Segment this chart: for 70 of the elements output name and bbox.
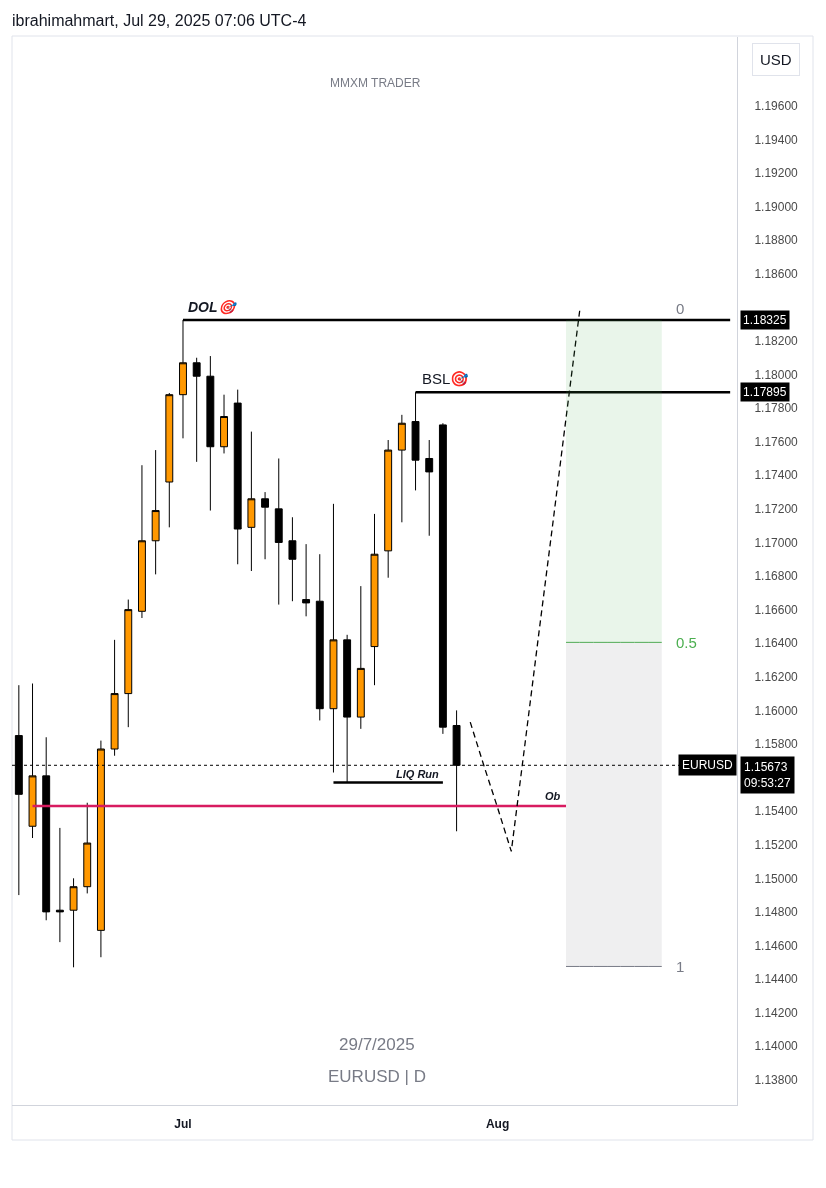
candlestick [438,422,447,735]
candlestick [55,827,64,943]
candlestick [151,449,160,575]
y-tick-label: 1.14000 [754,1039,799,1054]
annotation: 0 [676,300,685,317]
y-tick-label: 1.13800 [754,1073,799,1088]
ref-line-label: EURUSD [682,758,734,772]
y-tick-label: 1.18200 [754,334,799,349]
candlestick [315,553,324,721]
x-tick-label: Jul [174,1117,192,1132]
y-tick-label: 1.18600 [754,266,799,281]
y-tick-label: 1.14600 [754,938,799,953]
annotation: EURUSD | D [328,1067,426,1086]
candlestick [261,491,270,560]
text: USD [760,51,792,68]
y-tick-label: 1.15800 [754,737,799,752]
text: 1.15673 09:53:27 [744,760,792,790]
candlestick [192,357,201,463]
candlestick [247,431,256,572]
annotation: 0.5 [676,634,697,651]
y-tick-label: 1.15400 [754,804,799,819]
candlestick [220,394,228,454]
y-tick-label: 1.17200 [754,502,799,517]
candlestick [397,414,406,523]
data-label: 1.17895 [743,385,787,399]
annotation: Ob [545,790,561,802]
y-tick-label: 1.19400 [754,132,799,147]
y-tick-label: 1.15200 [754,837,799,852]
candlestick [138,464,146,619]
x-tick-label: Aug [485,1117,510,1132]
y-tick-label: 1.17600 [754,434,799,449]
y-tick-label: 1.16400 [754,636,799,651]
y-tick-label: 1.17000 [754,535,799,550]
y-tick-label: 1.19600 [754,99,799,114]
y-tick-label: 1.16800 [754,569,799,584]
y-tick-label: 1.18800 [754,233,799,248]
candlestick [384,439,393,579]
annotation: LIQ Run [396,768,440,780]
y-tick-label: 1.18000 [754,367,799,382]
y-tick-label: 1.14200 [754,1005,799,1020]
candlestick [356,585,365,730]
candlestick [124,599,133,728]
y-tick-label: 1.14800 [754,905,799,920]
annotation: DOL🎯 [188,299,239,315]
candlestick [165,392,174,528]
candlestick [425,439,434,537]
candlestick [274,457,283,606]
candlestick [83,802,92,894]
y-tick-label: 1.19200 [754,166,799,181]
y-tick-label: 1.16600 [754,602,799,617]
candlestick [69,877,78,968]
candlestick [110,639,119,757]
annotation: MMXM TRADER [330,76,421,90]
y-tick-label: 1.16000 [754,703,799,718]
data-label: 1.18325 [743,313,787,327]
y-tick-label: 1.15000 [754,871,799,886]
y-tick-label: 1.17400 [754,468,799,483]
candlestick [370,513,379,686]
y-tick-label: 1.19000 [754,199,799,214]
y-tick-label: 1.17800 [754,401,799,416]
candlestick [302,543,311,617]
annotation: BSL🎯 [422,370,470,387]
candlestick [288,516,297,602]
chart-title: ibrahimahmart, Jul 29, 2025 07:06 UTC-4 [12,11,307,29]
y-tick-label: 1.16200 [754,669,799,684]
annotation: 29/7/2025 [339,1035,415,1054]
annotation: 1 [676,958,685,975]
y-tick-label: 1.14400 [754,972,799,987]
candlestick [206,355,215,512]
candlestick [233,389,242,565]
